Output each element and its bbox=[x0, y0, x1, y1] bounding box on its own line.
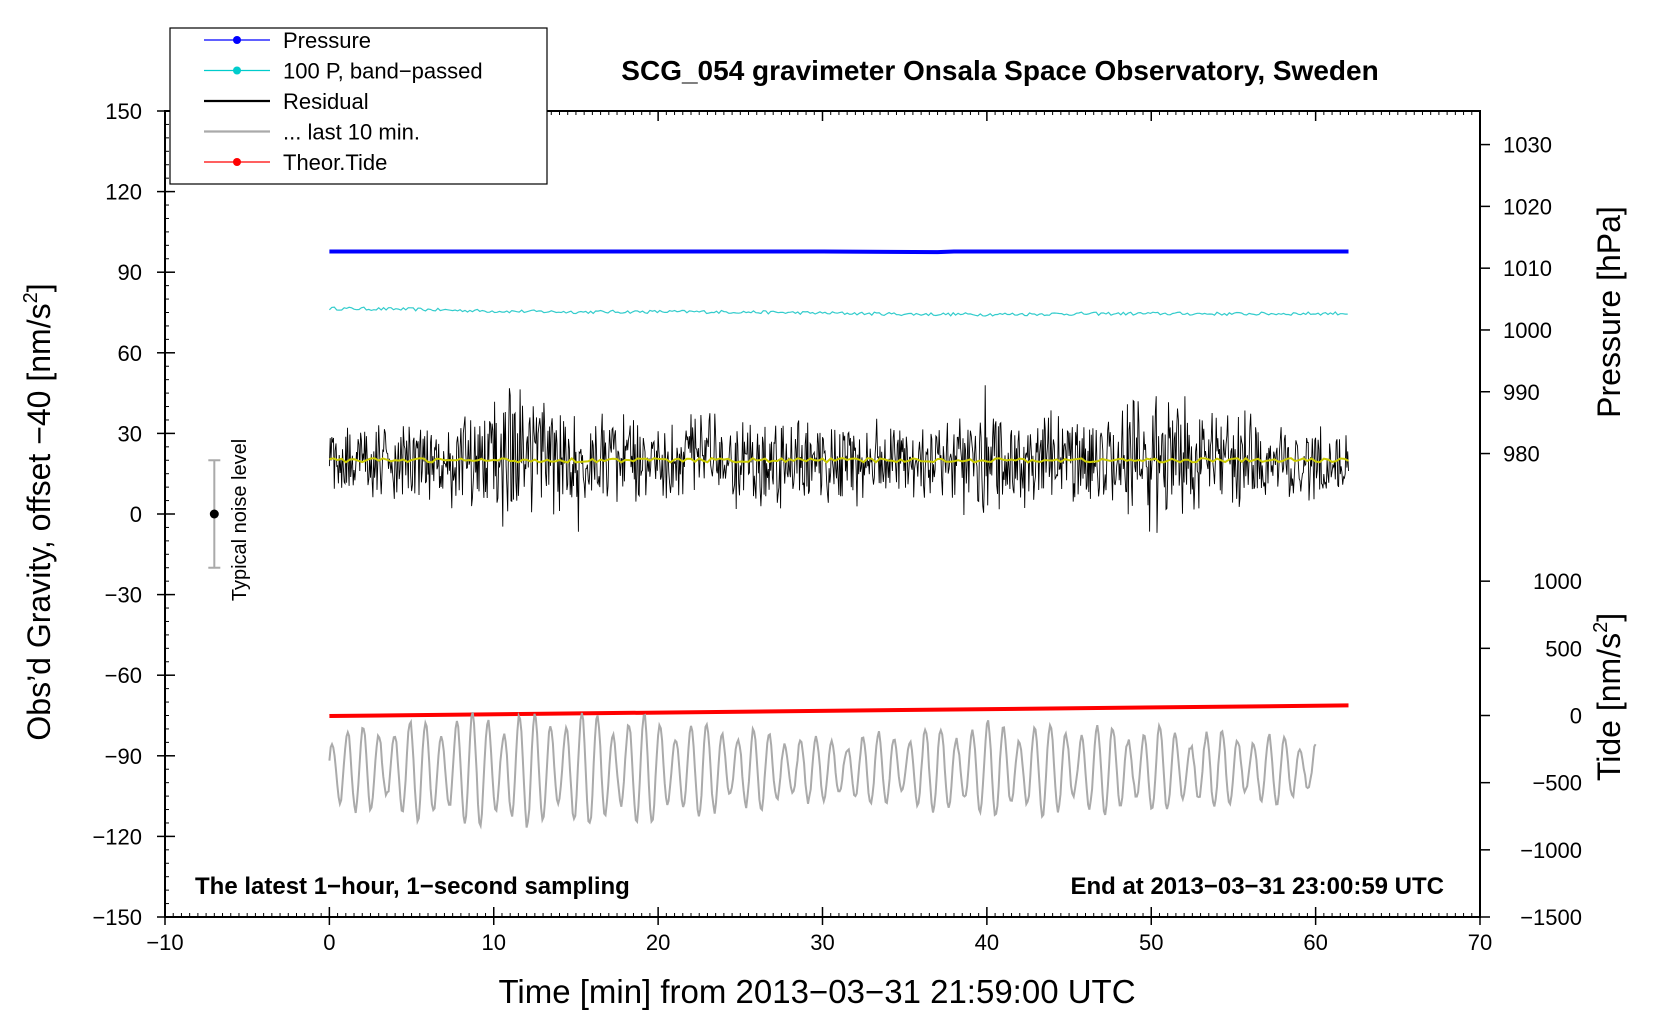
tide-axis-label-sup: 2 bbox=[1590, 622, 1612, 633]
pressure-axis-label: Pressure [hPa] bbox=[1591, 206, 1627, 418]
tide-tick-label: −1500 bbox=[1520, 905, 1582, 930]
end-time-note: End at 2013−03−31 23:00:59 UTC bbox=[1070, 873, 1444, 900]
legend-marker bbox=[233, 66, 241, 75]
x-tick-label: 30 bbox=[810, 930, 834, 955]
y-axis-label-left-end: ] bbox=[21, 283, 57, 292]
pressure-tick-label: 1000 bbox=[1503, 318, 1552, 343]
tide-axis-ticks: −1500 −1000 −500 0 500 1000 bbox=[1480, 569, 1582, 930]
x-tick-label: 10 bbox=[482, 930, 506, 955]
pressure-tick-label: 1010 bbox=[1503, 256, 1552, 281]
y-tick-label: 150 bbox=[105, 99, 142, 124]
y-tick-label: −120 bbox=[92, 824, 142, 849]
legend-label: Residual bbox=[283, 89, 369, 114]
y-tick-label: −30 bbox=[105, 583, 142, 608]
sampling-note: The latest 1−hour, 1−second sampling bbox=[195, 873, 630, 900]
y-axis-ticks: −150 −120 −90 −60 −30 0 30 60 90 120 150 bbox=[92, 99, 175, 930]
noise-bar-center-dot bbox=[209, 509, 219, 519]
x-tick-label: 20 bbox=[646, 930, 670, 955]
pressure-tick-label: 980 bbox=[1503, 442, 1540, 467]
theoretical-tide-line bbox=[329, 703, 1349, 718]
y-tick-label: 0 bbox=[130, 502, 142, 527]
tide-tick-label: −1000 bbox=[1520, 838, 1582, 863]
y-tick-label: −150 bbox=[92, 905, 142, 930]
legend-marker bbox=[233, 36, 241, 44]
legend-box bbox=[169, 27, 548, 185]
tide-axis-label-end: ] bbox=[1591, 613, 1627, 622]
chart-title: SCG_054 gravimeter Onsala Space Observat… bbox=[621, 55, 1378, 86]
tide-tick-label: 1000 bbox=[1533, 569, 1582, 594]
pressure-tick-label: 1030 bbox=[1503, 133, 1552, 158]
residual-smoothed-line bbox=[329, 457, 1349, 464]
pressure-tick-label: 1020 bbox=[1503, 194, 1552, 219]
legend-label: ... last 10 min. bbox=[283, 120, 420, 145]
tide-axis-label: Tide [nm/s2] bbox=[1590, 613, 1627, 781]
legend-label: 100 P, band−passed bbox=[283, 59, 483, 84]
y-tick-label: −90 bbox=[105, 744, 142, 769]
legend: Pressure 100 P, band−passed Residual ... la… bbox=[169, 27, 548, 185]
x-axis-label: Time [min] from 2013−03−31 21:59:00 UTC bbox=[498, 973, 1135, 1010]
x-tick-label: 40 bbox=[975, 930, 999, 955]
bandpassed-pressure-line bbox=[328, 306, 1348, 317]
y-axis-label-left-sup: 2 bbox=[20, 292, 42, 303]
x-axis-ticks: −10 0 10 20 30 40 50 60 70 bbox=[146, 111, 1492, 955]
series-layer bbox=[328, 249, 1349, 830]
x-tick-label: 50 bbox=[1139, 930, 1163, 955]
x-tick-label: −10 bbox=[146, 930, 183, 955]
residual-line bbox=[328, 385, 1349, 533]
y-tick-label: −60 bbox=[105, 663, 142, 688]
pressure-line bbox=[329, 249, 1349, 255]
y-tick-label: 120 bbox=[105, 180, 142, 205]
x-tick-label: 60 bbox=[1303, 930, 1327, 955]
last-10-min-line bbox=[328, 711, 1317, 830]
tide-axis-label-main: Tide [nm/s bbox=[1591, 633, 1627, 781]
noise-level-label: Typical noise level bbox=[229, 439, 251, 601]
tide-tick-label: −500 bbox=[1532, 771, 1582, 796]
noise-level-bar bbox=[208, 459, 221, 569]
legend-label: Theor.Tide bbox=[283, 150, 387, 175]
y-tick-label: 30 bbox=[118, 421, 142, 446]
pressure-axis-ticks: 980 990 1000 1010 1020 1030 bbox=[1480, 133, 1552, 467]
legend-marker bbox=[233, 158, 241, 166]
legend-label: Pressure bbox=[283, 28, 371, 53]
y-tick-label: 90 bbox=[118, 260, 142, 285]
y-tick-label: 60 bbox=[118, 341, 142, 366]
y-axis-label-left-main: Obs’d Gravity, offset −40 [nm/s bbox=[21, 303, 57, 740]
x-tick-label: 0 bbox=[323, 930, 335, 955]
tide-tick-label: 0 bbox=[1570, 704, 1582, 729]
x-tick-label: 70 bbox=[1468, 930, 1492, 955]
y-axis-label-left: Obs’d Gravity, offset −40 [nm/s2] bbox=[20, 283, 57, 740]
pressure-tick-label: 990 bbox=[1503, 380, 1540, 405]
tide-tick-label: 500 bbox=[1545, 636, 1582, 661]
